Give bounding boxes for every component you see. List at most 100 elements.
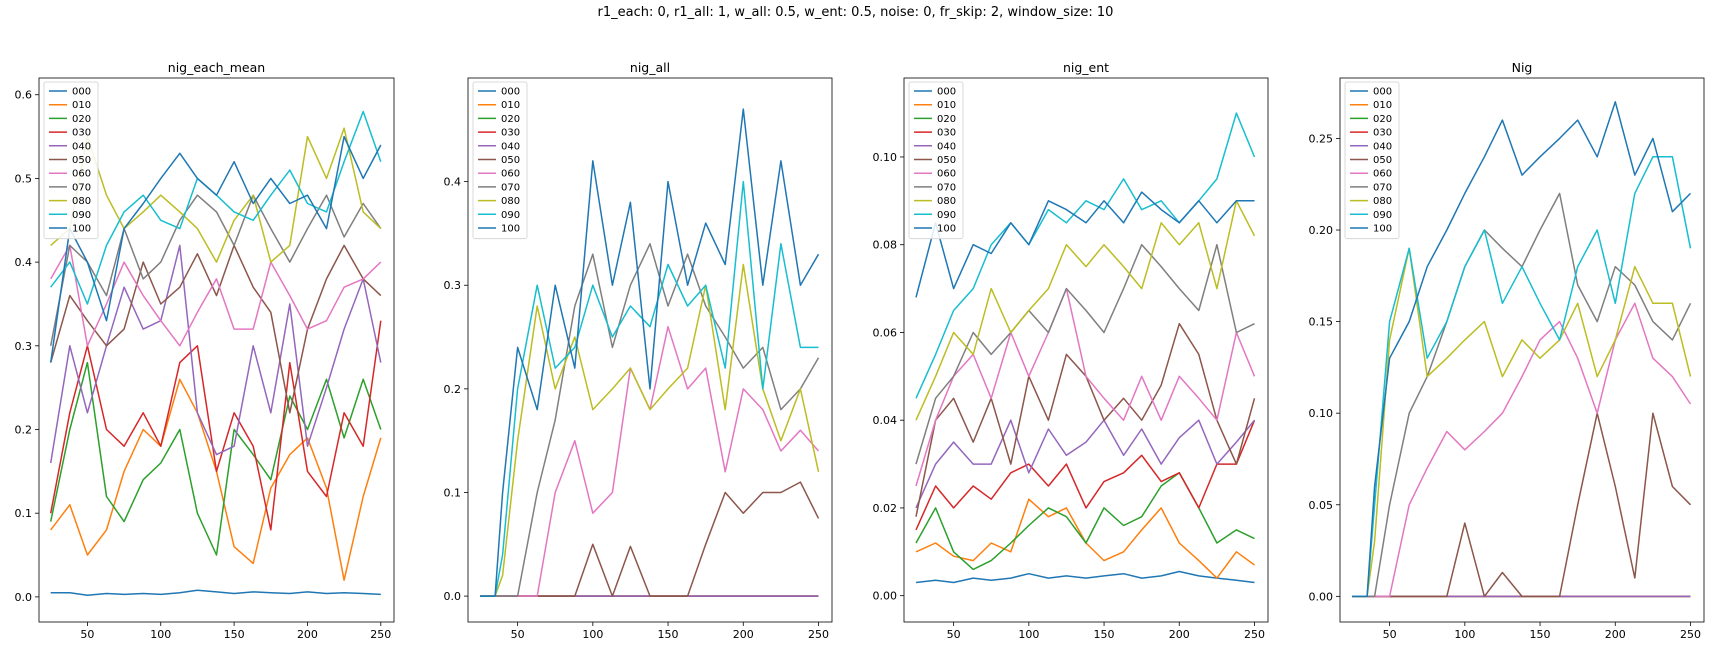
plot-frame: [38, 77, 395, 623]
y-tick-label: 0.10: [873, 151, 898, 164]
legend-label-060: 060: [72, 169, 91, 180]
series-line-010: [50, 378, 382, 581]
y-tick-label: 0.3: [444, 279, 462, 292]
legend-label-070: 070: [937, 182, 956, 193]
legend-label-100: 100: [1373, 224, 1392, 235]
legend-label-020: 020: [501, 114, 520, 125]
x-tick-label: 50: [511, 628, 525, 641]
x-tick-label: 50: [1383, 628, 1397, 641]
legend-label-100: 100: [72, 224, 91, 235]
legend-label-030: 030: [1373, 128, 1392, 139]
series-line-040: [915, 419, 1256, 509]
legend-label-020: 020: [72, 114, 91, 125]
y-tick-label: 0.20: [1309, 224, 1334, 237]
legend-label-010: 010: [1373, 100, 1392, 111]
y-tick-label: 0.08: [873, 239, 898, 252]
subplot-title: nig_all: [630, 60, 670, 75]
series-line-000: [50, 589, 381, 596]
legend-label-010: 010: [72, 100, 91, 111]
legend-box: [43, 81, 99, 240]
x-tick-label: 200: [1169, 628, 1190, 641]
series-line-070: [1352, 192, 1692, 598]
legend-label-060: 060: [1373, 169, 1392, 180]
series-line-080: [1352, 247, 1692, 598]
legend-label-020: 020: [1373, 114, 1392, 125]
legend-label-050: 050: [72, 155, 91, 166]
x-tick-label: 50: [80, 628, 94, 641]
y-tick-label: 0.00: [873, 590, 898, 603]
legend-box: [472, 81, 528, 240]
y-tick-label: 0.2: [15, 424, 33, 437]
legend-box: [908, 81, 964, 240]
series-line-080: [915, 200, 1256, 421]
subplot-Nig: Nig 50 100 150 200 250 0.00 0.05 0.10 0.15 0.20 0.2…: [1309, 60, 1705, 641]
y-tick-label: 0.1: [444, 486, 462, 499]
legend-label-000: 000: [72, 87, 91, 98]
x-tick-label: 100: [150, 628, 171, 641]
series-line-060: [1352, 302, 1692, 598]
subplot-title: nig_ent: [1063, 60, 1109, 75]
y-tick-label: 0.3: [15, 340, 33, 353]
legend: 000 010 020 030 040 050 060 070 080 090 100: [472, 81, 528, 240]
series-line-050: [480, 481, 820, 597]
legend-label-100: 100: [937, 224, 956, 235]
plot-frame: [903, 77, 1269, 623]
series-line-090: [915, 112, 1256, 399]
legend-label-040: 040: [72, 141, 91, 152]
legend: 000 010 020 030 040 050 060 070 080 090 100: [908, 81, 964, 240]
x-tick-label: 150: [224, 628, 245, 641]
x-tick-label: 100: [1018, 628, 1039, 641]
y-tick-label: 0.15: [1309, 316, 1334, 329]
legend-label-000: 000: [1373, 87, 1392, 98]
plot-frame: [1339, 77, 1705, 623]
legend-label-090: 090: [72, 210, 91, 221]
legend-label-060: 060: [937, 169, 956, 180]
series-line-010: [915, 498, 1255, 579]
series-line-070: [49, 194, 382, 346]
legend-box: [1344, 81, 1400, 240]
y-tick-label: 0.05: [1309, 499, 1334, 512]
legend-label-080: 080: [1373, 196, 1392, 207]
legend-label-090: 090: [501, 210, 520, 221]
x-tick-label: 250: [370, 628, 391, 641]
series-line-020: [49, 361, 382, 556]
series-line-030: [49, 320, 382, 531]
y-tick-label: 0.10: [1309, 407, 1334, 420]
legend-label-050: 050: [501, 155, 520, 166]
series-line-100: [49, 135, 382, 363]
x-tick-label: 150: [1530, 628, 1551, 641]
series-line-050: [49, 244, 382, 414]
legend-label-070: 070: [1373, 182, 1392, 193]
series-line-100: [480, 108, 820, 597]
plot-frame: [467, 77, 833, 623]
y-tick-label: 0.2: [444, 383, 462, 396]
y-tick-label: 0.6: [15, 89, 33, 102]
x-tick-label: 150: [1094, 628, 1115, 641]
legend-label-090: 090: [1373, 210, 1392, 221]
y-tick-label: 0.0: [15, 591, 33, 604]
y-tick-label: 0.4: [15, 256, 33, 269]
y-tick-label: 0.5: [15, 172, 33, 185]
y-tick-label: 0.1: [15, 507, 33, 520]
legend-label-020: 020: [937, 114, 956, 125]
series-line-100: [1352, 101, 1692, 598]
legend-label-070: 070: [501, 182, 520, 193]
x-tick-label: 250: [1244, 628, 1265, 641]
legend-label-040: 040: [937, 141, 956, 152]
y-tick-label: 0.04: [873, 414, 898, 427]
series-line-060: [50, 244, 382, 347]
legend-label-030: 030: [501, 128, 520, 139]
legend-label-000: 000: [501, 87, 520, 98]
legend-label-070: 070: [72, 182, 91, 193]
x-tick-label: 250: [808, 628, 829, 641]
series-line-080: [50, 127, 382, 263]
x-tick-label: 200: [733, 628, 754, 641]
x-tick-label: 150: [658, 628, 679, 641]
legend-label-030: 030: [72, 128, 91, 139]
series-line-050: [915, 322, 1256, 517]
y-tick-label: 0.06: [873, 326, 898, 339]
legend-label-010: 010: [937, 100, 956, 111]
x-tick-label: 100: [1454, 628, 1475, 641]
